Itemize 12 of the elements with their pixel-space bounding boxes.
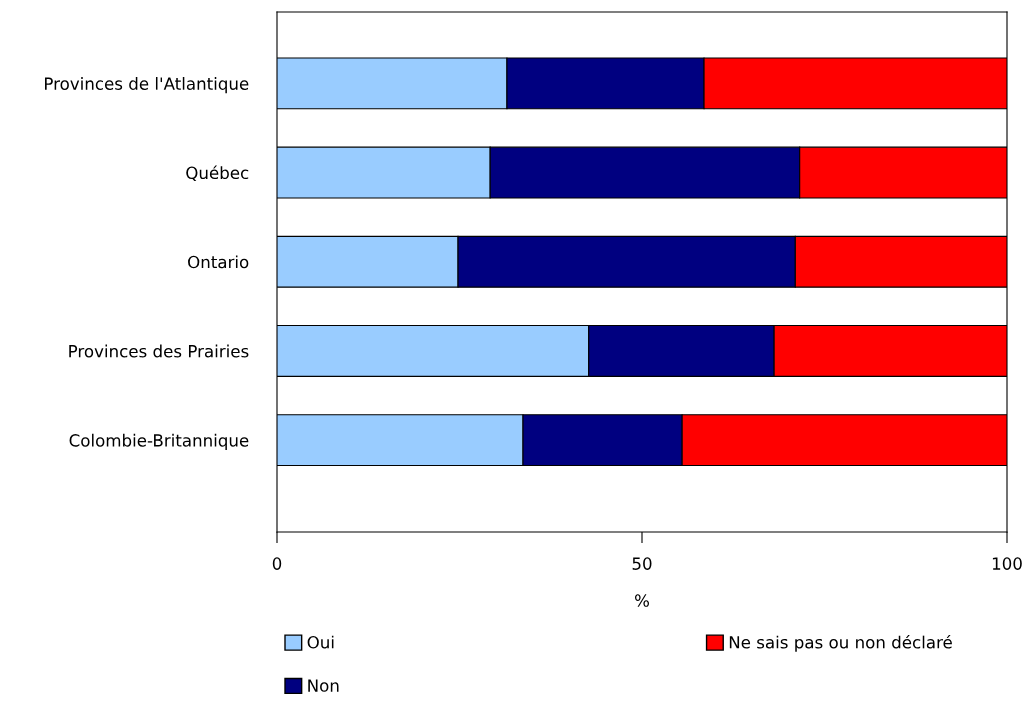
x-tick-label: 100 — [992, 557, 1022, 570]
legend-label: Non — [308, 679, 339, 692]
x-tick-label: 50 — [632, 557, 652, 570]
x-tick-label: 0 — [272, 557, 282, 570]
y-tick-label: Colombie-Britannique — [69, 433, 249, 450]
y-tick-label: Ontario — [188, 255, 249, 269]
y-tick-label: Provinces de l'Atlantique — [45, 77, 249, 94]
legend-label: Oui — [307, 635, 334, 649]
y-tick-label: Provinces des Prairies — [69, 344, 249, 358]
legend-label: Ne sais pas ou non déclaré — [729, 635, 952, 652]
y-tick-label: Québec — [186, 165, 249, 182]
x-axis-title: % — [635, 594, 649, 607]
